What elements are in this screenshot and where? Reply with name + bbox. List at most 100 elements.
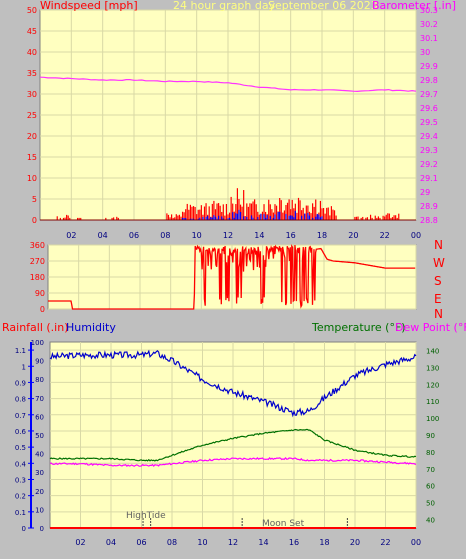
humidity-y-tick-label: 100 <box>31 339 44 347</box>
rain-y-tick-label: 0.2 <box>15 493 26 501</box>
humidity-y-tick-label: 30 <box>35 469 44 477</box>
humidity-x-tick-label: 06 <box>136 538 146 547</box>
compass-w: W <box>433 256 445 270</box>
humidity-y-tick-label: 20 <box>35 488 44 496</box>
barometer-y-tick-label: 29.6 <box>420 104 438 113</box>
tick-labels: 0510152025303540455028.828.92929.129.229… <box>15 6 440 547</box>
barometer-y-tick-label: 29.8 <box>420 76 438 85</box>
period-title: 24 hour graph day <box>173 0 276 12</box>
barometer-y-tick-label: 30.3 <box>420 6 438 15</box>
dewpoint-title: Dew Point (°F) <box>395 321 466 334</box>
wind-y-tick-label: 45 <box>27 27 37 36</box>
barometer-y-tick-label: 28.9 <box>420 202 438 211</box>
wind-y-tick-label: 10 <box>27 174 37 183</box>
temperature-y-tick-label: 140 <box>426 347 439 355</box>
wind-x-tick-label: 18 <box>317 231 327 240</box>
humidity-y-tick-label: 90 <box>35 358 44 366</box>
humidity-y-tick-label: 50 <box>35 432 44 440</box>
wind-x-tick-label: 22 <box>380 231 390 240</box>
barometer-y-tick-label: 29.4 <box>420 132 438 141</box>
rain-y-tick-label: 0.7 <box>15 412 26 420</box>
hightide-label: HighTide <box>126 511 166 521</box>
humidity-x-tick-label: 02 <box>75 538 85 547</box>
grid-lines <box>40 9 417 529</box>
humidity-x-tick-label: 12 <box>228 538 238 547</box>
wind-x-tick-label: 04 <box>98 231 108 240</box>
rain-y-tick-label: 1.1 <box>15 347 26 355</box>
wind-title: Windspeed [mph] <box>40 0 138 12</box>
temperature-y-tick-label: 80 <box>426 449 435 457</box>
barometer-title: Barometer [.in] <box>372 0 456 12</box>
humidity-y-tick-label: 60 <box>35 413 44 421</box>
wind-x-tick-label: 00 <box>411 231 421 240</box>
barometer-y-tick-label: 29.7 <box>420 90 438 99</box>
wind-y-tick-label: 30 <box>27 90 37 99</box>
wind-y-tick-label: 25 <box>27 111 37 120</box>
chart-marks <box>28 76 417 529</box>
wind-y-tick-label: 20 <box>27 132 37 141</box>
temperature-y-tick-label: 120 <box>426 381 439 389</box>
humidity-title: Humidity <box>66 321 116 334</box>
wind-y-tick-label: 5 <box>32 195 37 204</box>
wind-y-tick-label: 15 <box>27 153 37 162</box>
rainfall-title: Rainfall (.in) <box>2 321 69 334</box>
humidity-y-tick-label: 80 <box>35 376 44 384</box>
temperature-y-tick-label: 40 <box>426 517 435 525</box>
rain-y-tick-label: 0.8 <box>15 396 26 404</box>
rain-y-tick-label: 0.3 <box>15 476 26 484</box>
direction-y-tick-label: 270 <box>30 257 45 266</box>
compass-n-bottom: N <box>434 307 443 321</box>
barometer-y-tick-label: 29.2 <box>420 160 438 169</box>
barometer-y-tick-label: 30.1 <box>420 34 438 43</box>
rain-y-tick-label: 0.1 <box>15 509 26 517</box>
barometer-y-tick-label: 29.3 <box>420 146 438 155</box>
wind-y-tick-label: 40 <box>27 48 37 57</box>
rain-y-tick-label: 0 <box>22 525 26 533</box>
rain-y-tick-label: 0.5 <box>15 444 26 452</box>
humidity-x-tick-label: 16 <box>289 538 299 547</box>
wind-x-tick-label: 06 <box>129 231 139 240</box>
temperature-y-tick-label: 90 <box>426 432 435 440</box>
direction-y-tick-label: 180 <box>30 273 45 282</box>
humidity-x-tick-label: 14 <box>258 538 268 547</box>
rain-y-tick-label: 1 <box>22 363 26 371</box>
barometer-y-tick-label: 30 <box>420 48 430 57</box>
barometer-y-tick-label: 30.2 <box>420 20 438 29</box>
rain-y-tick-label: 0.6 <box>15 428 27 436</box>
temperature-y-tick-label: 60 <box>426 483 435 491</box>
wind-x-tick-label: 02 <box>66 231 76 240</box>
temperature-line <box>49 428 417 462</box>
wind-x-tick-label: 08 <box>160 231 170 240</box>
humidity-x-tick-label: 20 <box>350 538 360 547</box>
wind-y-tick-label: 0 <box>32 216 37 225</box>
humidity-y-tick-label: 0 <box>40 525 44 533</box>
humidity-y-tick-label: 70 <box>35 395 44 403</box>
barometer-y-tick-label: 29.5 <box>420 118 438 127</box>
humidity-x-tick-label: 22 <box>380 538 390 547</box>
moonset-label: Moon Set <box>262 519 305 529</box>
humidity-y-tick-label: 40 <box>35 451 44 459</box>
barometer-y-tick-label: 29.1 <box>420 174 438 183</box>
temperature-y-tick-label: 70 <box>426 466 435 474</box>
humidity-line <box>49 349 417 418</box>
temperature-y-tick-label: 130 <box>426 364 439 372</box>
barometer-y-tick-label: 29.9 <box>420 62 438 71</box>
wind-y-tick-label: 35 <box>27 69 37 78</box>
wind-x-tick-label: 12 <box>223 231 233 240</box>
barometer-y-tick-label: 29 <box>420 188 430 197</box>
direction-y-tick-label: 360 <box>30 241 45 250</box>
wind-y-tick-label: 50 <box>27 6 37 15</box>
compass-e: E <box>434 292 442 306</box>
humidity-x-tick-label: 18 <box>319 538 329 547</box>
humidity-x-tick-label: 08 <box>167 538 177 547</box>
date-label: September 06 2023 <box>268 0 378 12</box>
rain-y-tick-label: 0.9 <box>15 379 26 387</box>
barometer-y-tick-label: 28.8 <box>420 216 438 225</box>
compass-n-top: N <box>434 238 443 252</box>
temperature-y-tick-label: 110 <box>426 398 439 406</box>
wind-x-tick-label: 10 <box>192 231 202 240</box>
temperature-title: Temperature (°F) <box>311 321 406 334</box>
humidity-x-tick-label: 04 <box>106 538 116 547</box>
